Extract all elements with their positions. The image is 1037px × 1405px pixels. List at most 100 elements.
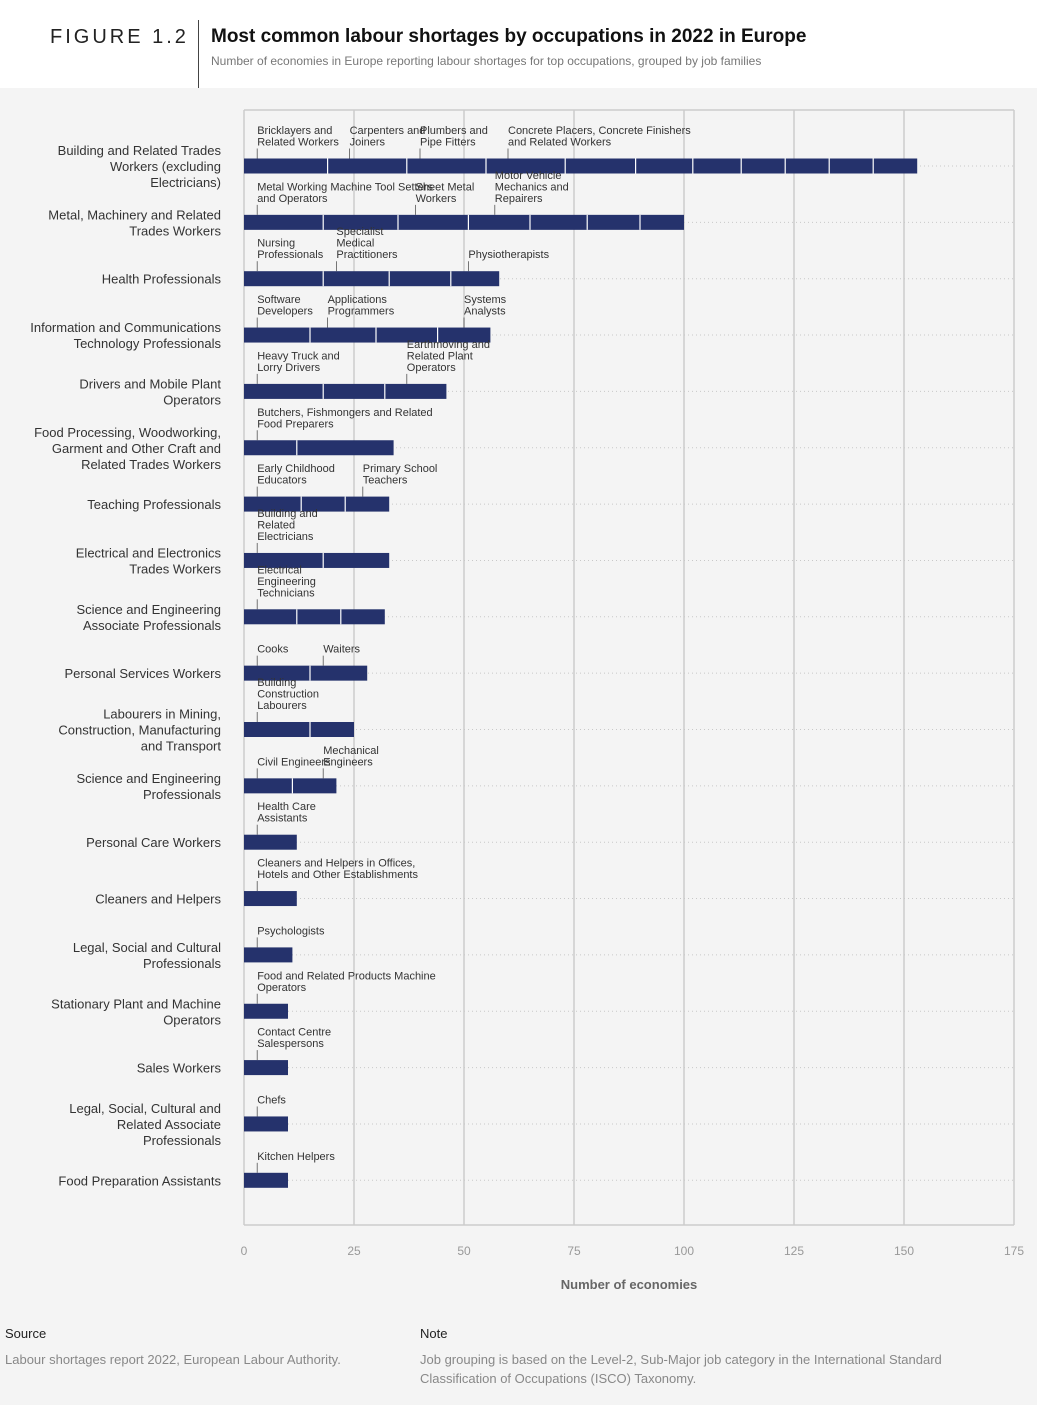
bar-segment — [244, 609, 297, 625]
occupation-annotation: Engineering — [257, 576, 316, 588]
bar-segment — [301, 496, 346, 512]
occupation-annotation: Programmers — [328, 306, 395, 318]
x-tick-label: 0 — [241, 1244, 248, 1258]
bar-segment — [244, 665, 310, 681]
bar-segment — [406, 158, 486, 174]
category-label: Professionals — [143, 956, 222, 971]
x-tick-label: 50 — [457, 1244, 471, 1258]
occupation-annotation: Salespersons — [257, 1038, 324, 1050]
category-label: Technology Professionals — [74, 336, 222, 351]
category-label: Operators — [163, 392, 221, 407]
occupation-annotation: Food Preparers — [257, 418, 334, 430]
occupation-annotation: Chefs — [257, 1094, 286, 1106]
bar-segment — [310, 327, 376, 343]
bar-segment — [244, 722, 310, 737]
occupation-annotation: Labourers — [257, 700, 307, 712]
category-label: Operators — [163, 1012, 221, 1027]
bar-segment — [244, 440, 297, 456]
occupation-annotation: Motor Vehicle — [495, 170, 562, 182]
bar-segment — [640, 214, 684, 230]
bar-segment — [635, 158, 693, 174]
occupation-annotation: Related Plant — [407, 350, 473, 362]
occupation-annotation: Psychologists — [257, 925, 325, 937]
occupation-annotation: Plumbers and — [420, 125, 488, 137]
bar-segment — [437, 327, 491, 343]
bar-segment — [486, 158, 566, 174]
figure-label: FIGURE 1.2 — [50, 26, 189, 48]
category-label: Trades Workers — [129, 223, 221, 238]
bar-segment — [244, 891, 297, 907]
x-tick-label: 25 — [347, 1244, 361, 1258]
occupation-annotation: Joiners — [350, 137, 386, 149]
bar-segment — [296, 440, 394, 456]
occupation-annotation: Workers — [416, 193, 457, 205]
occupation-annotation: Metal Working Machine Tool Setters — [257, 181, 433, 193]
occupation-annotation: Medical — [336, 238, 374, 250]
occupation-annotation: Lorry Drivers — [257, 362, 320, 374]
bar-segment — [244, 271, 324, 287]
bar-segment — [244, 552, 324, 568]
bar-segment — [829, 158, 874, 174]
note-heading: Note — [420, 1326, 448, 1341]
category-label: Health Professionals — [102, 272, 222, 287]
occupation-annotation: Civil Engineers — [257, 756, 331, 768]
bar-segment — [468, 214, 530, 230]
bar-segment — [310, 665, 368, 681]
occupation-annotation: Bricklayers and — [257, 125, 332, 137]
x-axis-label: Number of economies — [561, 1277, 698, 1292]
occupation-annotation: Technicians — [257, 587, 315, 599]
category-label: Building and Related Trades — [58, 143, 222, 158]
category-label: Construction, Manufacturing — [58, 723, 221, 738]
occupation-annotation: Concrete Placers, Concrete Finishers — [508, 125, 691, 137]
category-label: Science and Engineering — [76, 771, 221, 786]
bar-segment — [384, 383, 447, 399]
occupation-annotation: Cooks — [257, 644, 289, 656]
bar-segment — [530, 214, 588, 230]
bar-segment — [244, 947, 293, 963]
bar-segment — [244, 158, 328, 174]
category-label: Personal Services Workers — [64, 666, 221, 681]
chart-subtitle: Number of economies in Europe reporting … — [211, 54, 762, 68]
occupation-annotation: Building — [257, 677, 296, 689]
occupation-annotation: Sheet Metal — [416, 181, 475, 193]
occupation-annotation: and Related Workers — [508, 137, 612, 149]
occupation-annotation: Butchers, Fishmongers and Related — [257, 407, 432, 419]
bar-segment — [398, 214, 469, 230]
source-heading: Source — [5, 1326, 47, 1341]
bar-segment — [244, 214, 324, 230]
occupation-annotation: Nursing — [257, 238, 295, 250]
bar-segment — [323, 383, 385, 399]
occupation-annotation: Health Care — [257, 801, 316, 813]
occupation-annotation: Mechanics and — [495, 181, 569, 193]
occupation-annotation: Professionals — [257, 249, 324, 261]
bar-segment — [244, 1003, 288, 1019]
occupation-annotation: Cleaners and Helpers in Offices, — [257, 858, 415, 870]
bar-segment — [345, 496, 390, 512]
occupation-annotation: Related — [257, 519, 295, 531]
occupation-annotation: Repairers — [495, 193, 543, 205]
occupation-annotation: Physiotherapists — [468, 249, 549, 261]
category-label: Professionals — [143, 787, 222, 802]
occupation-annotation: Contact Centre — [257, 1027, 331, 1039]
bar-segment — [565, 158, 636, 174]
occupation-annotation: Building and — [257, 508, 318, 520]
bar-segment — [244, 383, 324, 399]
bar-segment — [310, 722, 354, 737]
occupation-annotation: Carpenters and — [350, 125, 426, 137]
bar-segment — [327, 158, 407, 174]
bar-segment — [244, 1172, 288, 1188]
occupation-annotation: Related Workers — [257, 137, 339, 149]
bar-segment — [244, 834, 297, 850]
category-label: Drivers and Mobile Plant — [79, 376, 221, 391]
occupation-annotation: Mechanical — [323, 745, 379, 757]
occupation-annotation: Hotels and Other Establishments — [257, 869, 418, 881]
x-tick-label: 75 — [567, 1244, 581, 1258]
bar-segment — [296, 609, 341, 625]
bar-segment — [450, 271, 500, 287]
category-label: Cleaners and Helpers — [95, 892, 221, 907]
category-label: Teaching Professionals — [87, 497, 221, 512]
source-text: Labour shortages report 2022, European L… — [5, 1352, 341, 1367]
x-tick-label: 175 — [1004, 1244, 1024, 1258]
occupation-annotation: Electricians — [257, 531, 314, 543]
bar-segment — [323, 271, 390, 287]
